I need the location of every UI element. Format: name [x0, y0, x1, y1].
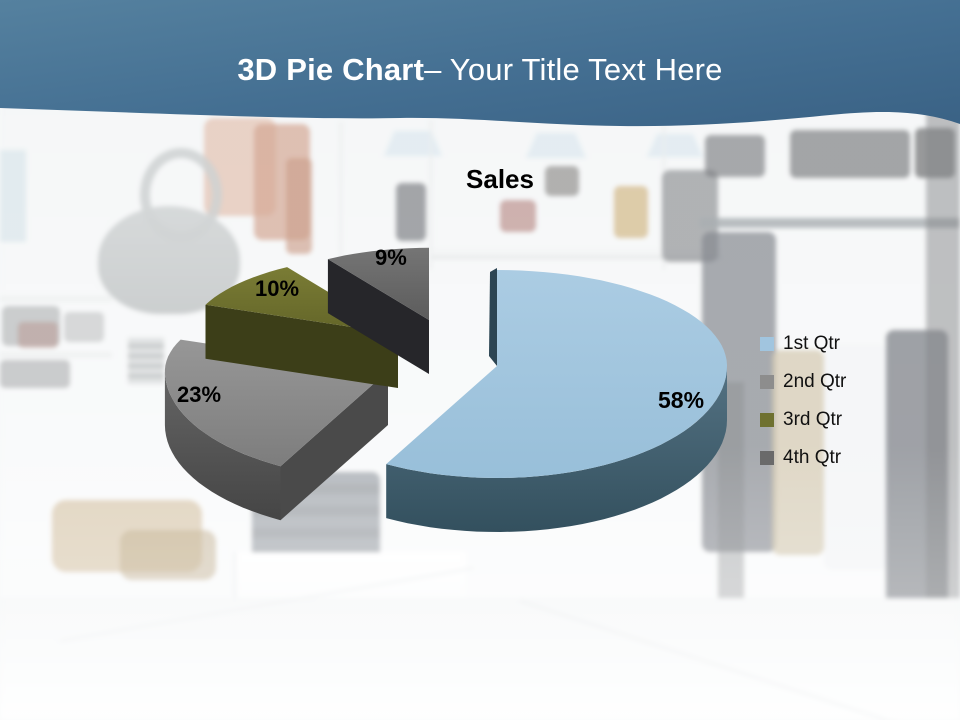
pie-data-label-4th-qtr: 9%	[375, 245, 407, 270]
slide-title-bold: 3D Pie Chart	[237, 52, 425, 87]
pie-slice-side	[205, 304, 398, 388]
legend-item[interactable]: 4th Qtr	[760, 447, 846, 468]
legend-item[interactable]: 1st Qtr	[760, 333, 846, 354]
pie-data-label-2nd-qtr: 23%	[177, 382, 222, 407]
header-wave-shape	[0, 0, 960, 127]
legend-item[interactable]: 2nd Qtr	[760, 371, 847, 392]
pie-slice-rim	[164, 371, 281, 521]
legend-label: 2nd Qtr	[783, 371, 847, 392]
pie-slice-side	[327, 259, 429, 374]
pie-slice-rim	[386, 366, 727, 532]
legend-label: 4th Qtr	[783, 447, 842, 468]
slide-title: 3D Pie Chart– Your Title Text Here	[0, 52, 960, 88]
chart-legend: 1st Qtr 2nd Qtr 3rd Qtr 4th Qtr	[760, 333, 847, 486]
slide-title-rest: – Your Title Text Here	[424, 52, 723, 87]
header-band	[0, 0, 960, 127]
pie-data-label-3rd-qtr: 10%	[255, 276, 300, 301]
legend-item[interactable]: 3rd Qtr	[760, 409, 846, 430]
chart-title: Sales	[466, 164, 534, 194]
legend-label: 1st Qtr	[783, 333, 841, 354]
legend-label: 3rd Qtr	[783, 409, 843, 430]
pie-slice-top-4th-qtr[interactable]	[327, 247, 429, 320]
legend-swatch-icon	[760, 451, 774, 465]
legend-swatch-icon	[760, 413, 774, 427]
pie-slice-side	[280, 371, 388, 521]
pie-notch-side	[489, 268, 497, 366]
legend-swatch-icon	[760, 337, 774, 351]
pie-data-label-1st-qtr: 58%	[658, 387, 705, 413]
legend-swatch-icon	[760, 375, 774, 389]
pie-slice-top-1st-qtr[interactable]	[386, 270, 727, 478]
